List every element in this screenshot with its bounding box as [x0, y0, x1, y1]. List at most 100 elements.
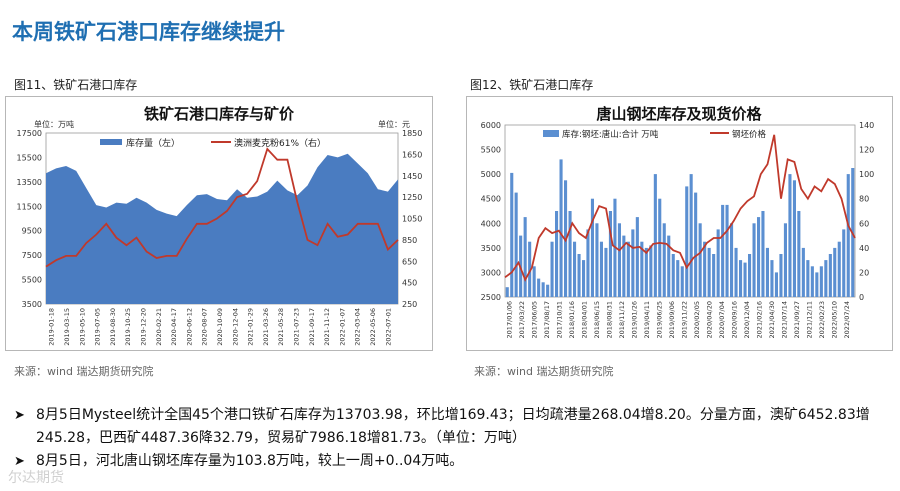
chart-2-inventory-bar [671, 254, 675, 297]
chart-2-x-tick: 2020/07/04 [718, 301, 726, 338]
chart-2-inventory-bar [532, 266, 536, 297]
chart-1-legend-area: 库存量（左） [126, 137, 180, 149]
chart-1-x-tick: 2022-05-06 [369, 308, 377, 346]
chart-2-left-tick: 2500 [481, 293, 501, 302]
chart-2-inventory-bar [779, 254, 783, 297]
chart-2-panel: 唐山钢坯库存及现货价格 库存:钢坯:唐山:合计 万吨 钢坯价格 6000 5500… [466, 96, 893, 351]
chart-2-x-tick: 2020/02/05 [693, 301, 701, 338]
bullet-item: ➤ 8月5日，河北唐山钢坯库存量为103.8万吨，较上一周+0..04万吨。 [14, 450, 894, 473]
chart-2-x-tick: 2020/09/16 [730, 301, 738, 338]
chart-2-inventory-bar [824, 260, 828, 297]
chart-2-inventory-bar [528, 241, 532, 297]
chart-1-x-tick: 2022-07-01 [384, 308, 392, 346]
chart-2-inventory-bar [846, 174, 850, 297]
chart-2-inventory-bar [770, 260, 774, 297]
chart-1-x-tick: 2020-02-21 [155, 308, 163, 346]
chart-1-x-tick: 2019-10-25 [124, 308, 132, 346]
chart-2-inventory-bar [748, 254, 752, 297]
chart-1-right-tick: 1050 [402, 215, 422, 224]
chart-2-inventory-bar [685, 186, 689, 297]
chart-1-right-tick: 1250 [402, 193, 422, 202]
chart-2-inventory-bar [757, 217, 761, 297]
chart-1-x-tick: 2020-10-09 [216, 308, 224, 346]
chart-1-x-tick: 2022-03-04 [354, 308, 362, 346]
chart-2-inventory-bar [716, 229, 720, 297]
chart-1-right-tick: 650 [402, 257, 417, 266]
chart-2-inventory-bar [725, 204, 729, 297]
chart-2-inventory-bar [694, 192, 698, 297]
chart-2-inventory-bar [590, 198, 594, 297]
chart-1-x-tick: 2020-06-12 [185, 308, 193, 346]
chart-2-x-tick: 2022/07/24 [843, 301, 851, 338]
chart-2-x-tick: 2020/04/20 [705, 301, 713, 338]
chart-2-inventory-bar [631, 229, 635, 297]
chart-1-x-tick: 2019-03-15 [63, 308, 71, 346]
chart-2-inventory-bar [689, 174, 693, 297]
chart-2-x-tick: 2019/06/25 [655, 301, 663, 338]
chart-2-inventory-bar [712, 254, 716, 297]
chart-1-left-tick: 13500 [17, 178, 42, 187]
chart-2-inventory-bar [788, 174, 792, 297]
chart-2-inventory-bar [599, 241, 603, 297]
chart-2-inventory-bar [703, 241, 707, 297]
chart-2-inventory-bar [550, 241, 554, 297]
chart-2-x-tick: 2018/06/15 [593, 301, 601, 338]
chart-2-inventory-bar [792, 180, 796, 297]
watermark: 尔达期货 [8, 470, 64, 486]
chart-1-left-tick: 11500 [17, 202, 42, 211]
chart-2-x-tick: 2017/01/06 [505, 301, 513, 338]
chart-2-inventory-bar [662, 223, 666, 297]
chart-1-legend-line: 澳洲麦克粉61%（右） [234, 137, 326, 149]
chart-1-x-tick: 2022-01-07 [338, 308, 346, 346]
chart-2-legend-bar-swatch [543, 130, 559, 137]
chart-2-inventory-bar [743, 262, 747, 297]
chart-2-inventory-bar [806, 260, 810, 297]
figure-11-source: 来源：wind 瑞达期货研究院 [14, 365, 154, 378]
chart-1-title: 铁矿石港口库存与矿价 [144, 105, 295, 123]
chart-1-x-tick: 2019-05-10 [78, 308, 86, 346]
chart-1-right-tick: 1650 [402, 150, 422, 159]
chart-1-left-unit: 单位：万吨 [34, 119, 74, 129]
chart-2-inventory-bar [595, 223, 599, 297]
chart-2-x-tick: 2021/02/16 [755, 301, 763, 338]
chart-2-x-tick: 2018/01/16 [568, 301, 576, 338]
bullet-list: ➤ 8月5日Mysteel统计全国45个港口铁矿石库存为13703.98，环比增… [14, 404, 894, 473]
chart-2-x-tick: 2019/09/06 [668, 301, 676, 338]
chart-2-inventory-bar [644, 247, 648, 297]
chart-2-inventory-bar [752, 223, 756, 297]
chart-2-title: 唐山钢坯库存及现货价格 [596, 105, 762, 123]
chart-2-x-tick: 2018/04/01 [580, 301, 588, 338]
chart-2-left-tick: 4500 [481, 195, 501, 204]
chart-2-inventory-bar [842, 229, 846, 297]
chart-2-right-tick: 140 [859, 121, 874, 130]
chart-2-inventory-bar [582, 260, 586, 297]
chart-1-left-tick: 9500 [22, 227, 42, 236]
chart-2-right-tick: 120 [859, 146, 874, 155]
chart-2-inventory-bar [783, 223, 787, 297]
chart-2-inventory-bar [617, 223, 621, 297]
chart-2-inventory-bar [649, 245, 653, 297]
chart-2-inventory-bar [604, 247, 608, 297]
chart-2-inventory-bar [676, 260, 680, 297]
chart-2-left-tick: 6000 [481, 121, 501, 130]
chart-1-left-tick: 3500 [22, 300, 42, 309]
chart-1-x-tick: 2021-05-28 [277, 308, 285, 346]
chart-1-x-tick: 2019-08-30 [109, 308, 117, 346]
chart-2-inventory-bar [828, 254, 832, 297]
chart-1-right-tick: 850 [402, 236, 417, 245]
chart-2-x-tick: 2021/09/27 [793, 301, 801, 338]
chart-2-inventory-bar [586, 229, 590, 297]
chart-2-left-tick: 4000 [481, 219, 501, 228]
chart-2-x-tick: 2019/11/22 [680, 301, 688, 338]
chart-2-inventory-bar [559, 159, 563, 297]
chart-1-left-tick: 7500 [22, 251, 42, 260]
chart-2-inventory-bar [707, 247, 711, 297]
chart-1-right-tick: 1450 [402, 172, 422, 181]
chart-2-inventory-bar [514, 192, 518, 297]
chart-2-x-tick: 2019/01/26 [630, 301, 638, 338]
chart-1-x-tick: 2020-08-07 [201, 308, 209, 346]
chart-2-inventory-bar [635, 217, 639, 297]
bullet-item: ➤ 8月5日Mysteel统计全国45个港口铁矿石库存为13703.98，环比增… [14, 404, 894, 450]
chart-2-x-tick: 2017/08/17 [543, 301, 551, 338]
chart-2-inventory-bar [815, 272, 819, 297]
